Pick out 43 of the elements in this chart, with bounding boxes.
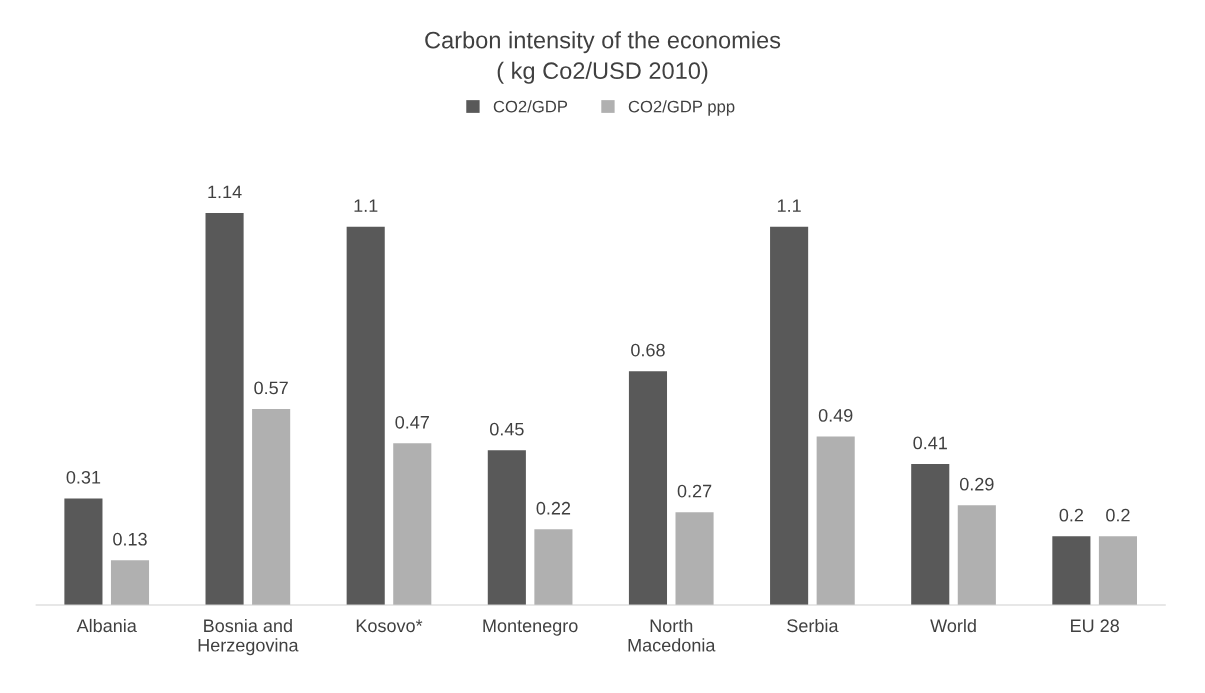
legend-label: CO2/GDP ppp: [628, 100, 735, 116]
data-label: 0.31: [66, 470, 101, 484]
bar: [346, 226, 385, 605]
bar: [770, 226, 809, 605]
data-label: 0.45: [489, 422, 524, 436]
legend-label: CO2/GDP: [493, 100, 568, 113]
data-label: 0.13: [113, 532, 147, 546]
data-label: 0.2: [1106, 508, 1130, 522]
bar: [64, 498, 103, 605]
data-label: 0.47: [395, 415, 429, 429]
bar: [205, 212, 244, 605]
bar: [957, 505, 996, 605]
x-tick-label: Serbia: [787, 618, 839, 633]
x-tick-label: Bosnia and Herzegovina: [198, 618, 299, 656]
data-label: 0.2: [1059, 508, 1084, 522]
data-label: 0.22: [536, 501, 571, 515]
data-label: 0.29: [959, 477, 994, 491]
data-label: 1.1: [354, 199, 378, 212]
bar: [487, 450, 526, 605]
data-label: 0.27: [677, 484, 712, 498]
x-tick-label: EU 28: [1071, 619, 1119, 633]
bar: [816, 436, 855, 605]
bar: [252, 408, 291, 605]
x-tick-label: Montenegro: [483, 619, 578, 636]
bar: [628, 371, 668, 605]
x-tick-label: World: [930, 618, 976, 633]
bar: [110, 560, 150, 605]
data-label: 0.57: [254, 381, 288, 395]
data-label: 0.68: [631, 343, 665, 357]
x-tick-label: North Macedonia: [628, 618, 716, 652]
bar: [675, 512, 714, 605]
bar: [911, 463, 950, 605]
data-label: 0.41: [913, 436, 947, 450]
bar: [1052, 536, 1091, 605]
x-tick-label: Kosovo*: [356, 619, 423, 633]
bar: [393, 443, 432, 605]
chart-title: Carbon intensity of the economies ( kg Co2/USD 2010): [425, 31, 781, 84]
data-label: 1.14: [208, 185, 242, 199]
data-label: 1.1: [777, 199, 801, 212]
bar: [1098, 536, 1138, 605]
bar: [534, 529, 573, 605]
x-tick-label: Albania: [76, 618, 137, 633]
data-label: 0.49: [818, 409, 853, 422]
